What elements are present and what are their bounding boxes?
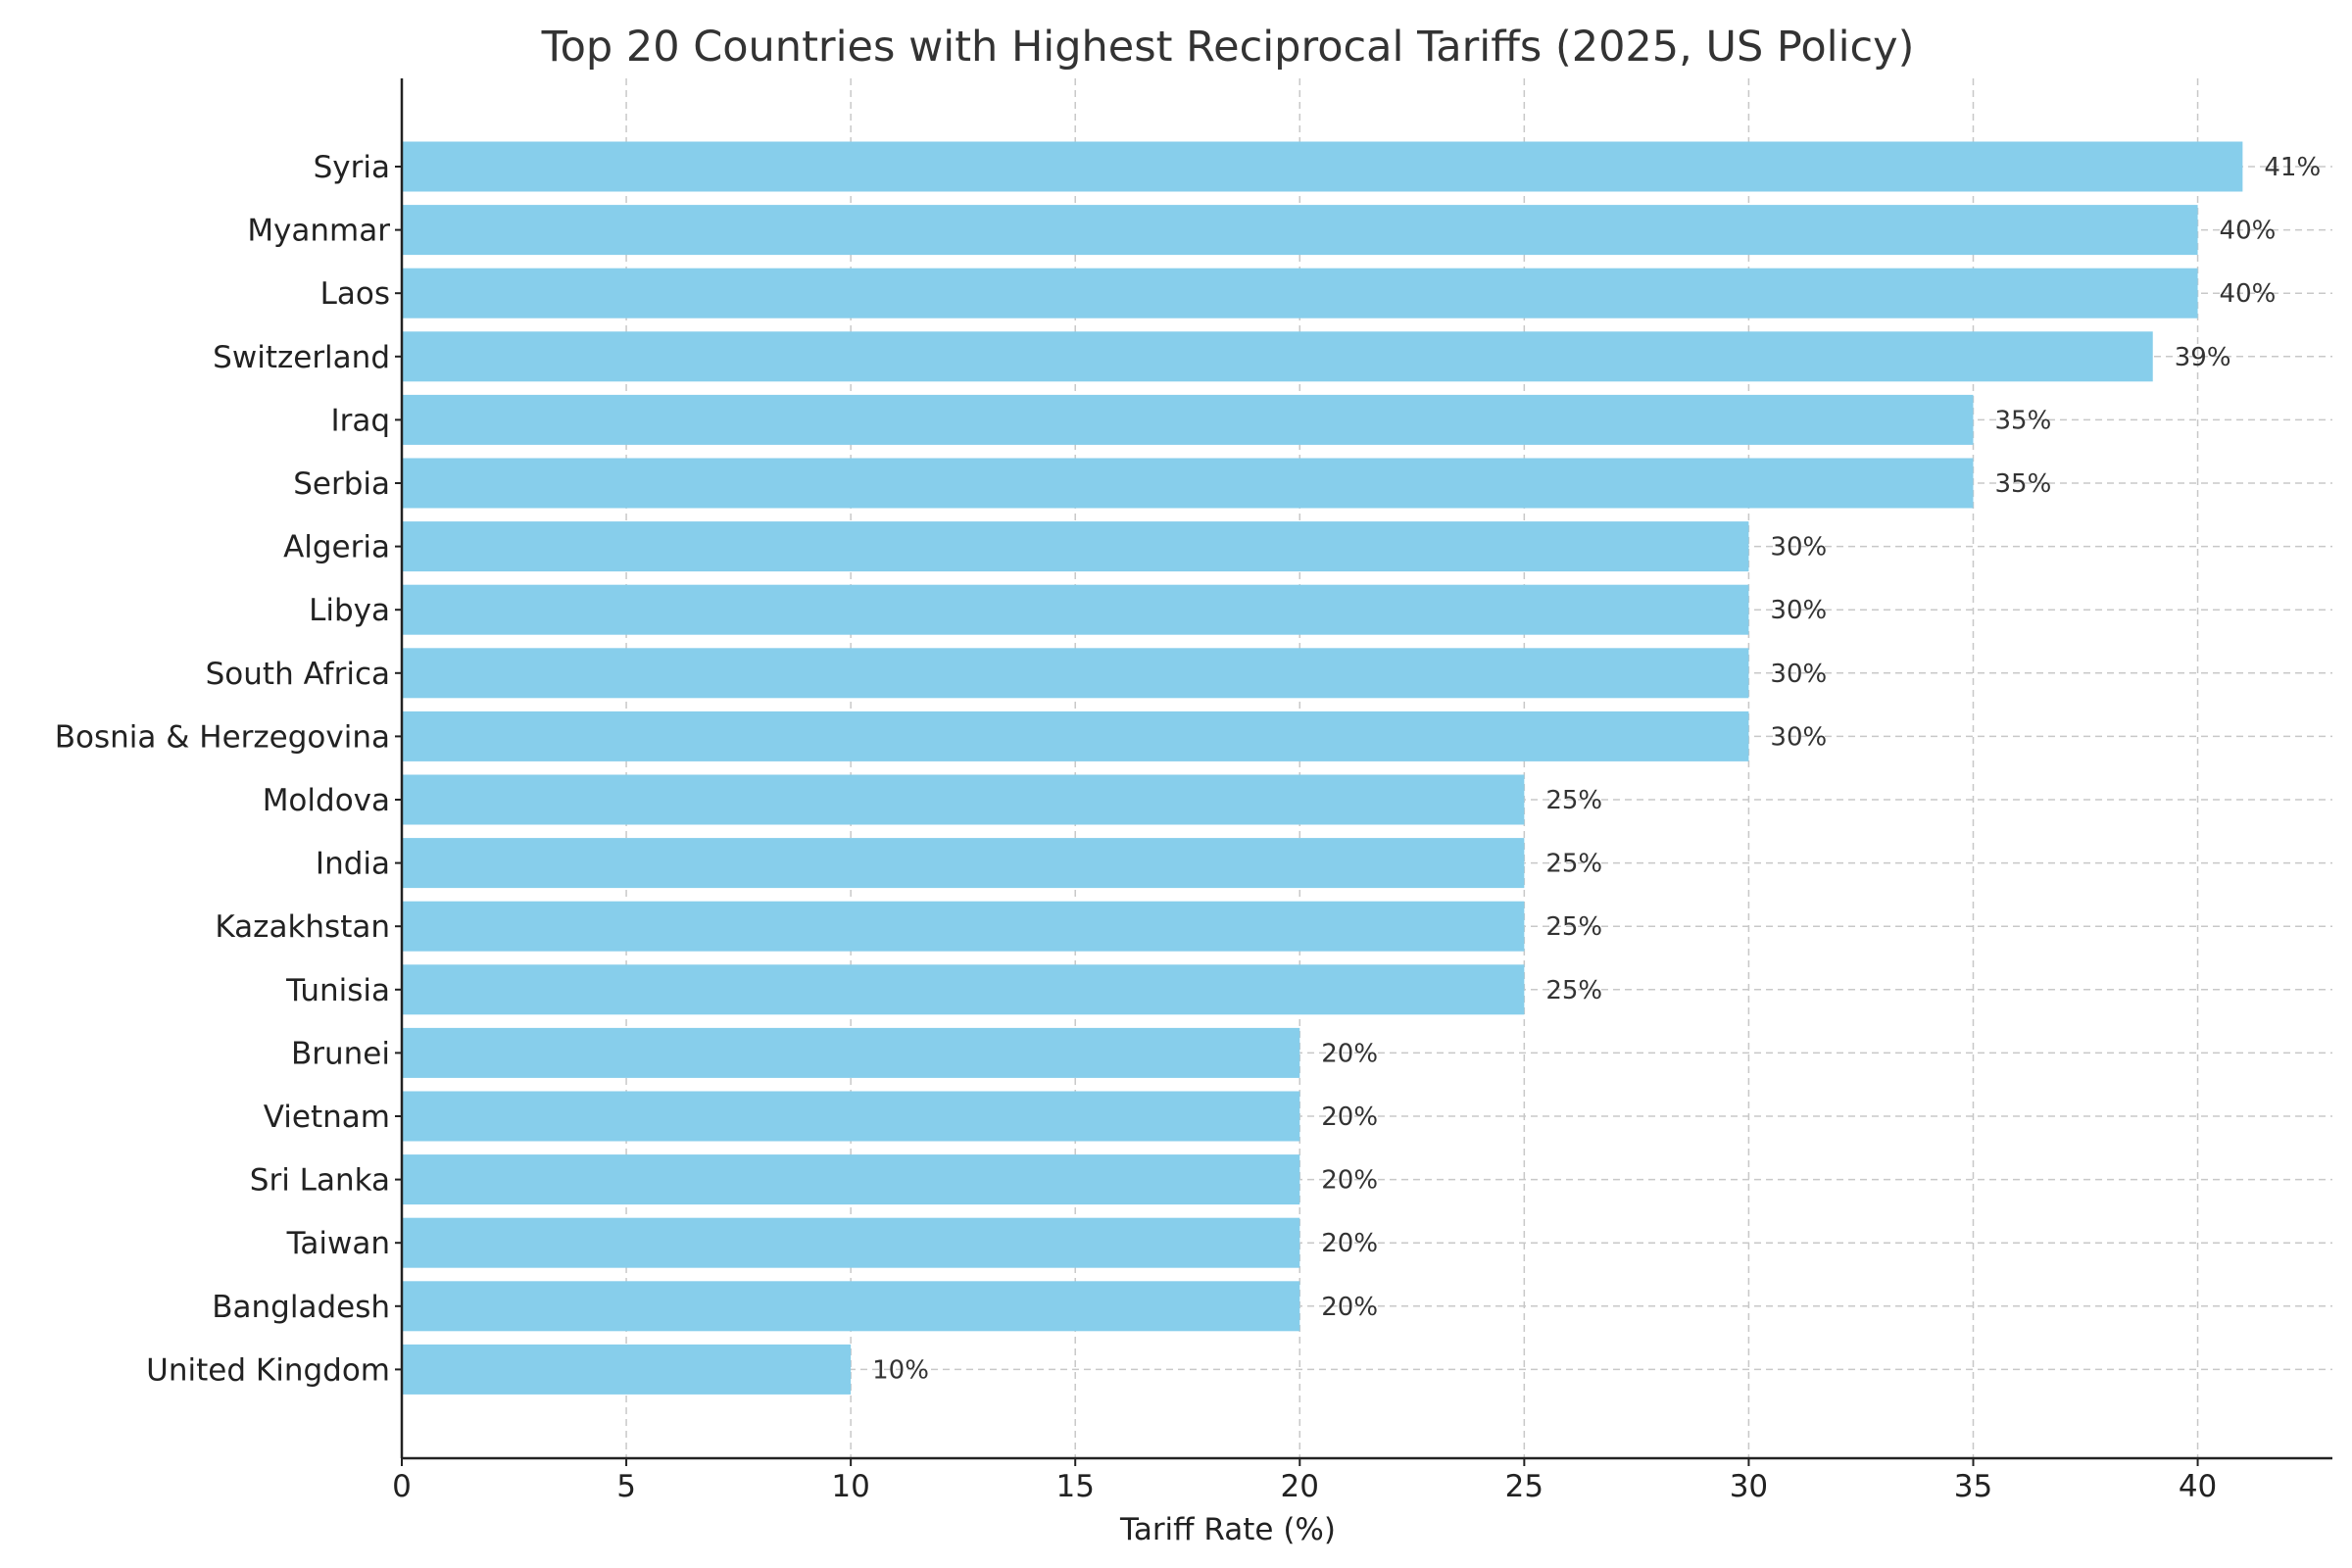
bar — [402, 584, 1749, 635]
value-label: 40% — [2220, 217, 2277, 246]
bars-layer — [402, 141, 2243, 1395]
axes — [400, 78, 2332, 1460]
value-label: 25% — [1545, 786, 1602, 815]
x-tick-label: 20 — [1281, 1469, 1319, 1504]
bar — [402, 458, 1974, 509]
x-axis-ticks: 0 5 10 15 20 25 30 35 40 — [392, 166, 2217, 1504]
category-label: Algeria — [283, 530, 390, 565]
category-label: Bangladesh — [212, 1290, 390, 1325]
x-axis-title: Tariff Rate (%) — [1119, 1512, 1336, 1547]
bar — [402, 774, 1525, 825]
bar — [402, 521, 1749, 572]
x-tick-label: 10 — [831, 1469, 869, 1504]
bar — [402, 1154, 1300, 1205]
value-label: 25% — [1545, 912, 1602, 942]
x-tick-label: 40 — [2179, 1469, 2217, 1504]
x-tick-label: 30 — [1730, 1469, 1768, 1504]
bar — [402, 141, 2243, 192]
x-tick-label: 15 — [1055, 1469, 1094, 1504]
value-label: 30% — [1770, 596, 1827, 625]
bar — [402, 710, 1749, 761]
bar — [402, 331, 2153, 382]
bar — [402, 901, 1525, 952]
chart-title: Top 20 Countries with Highest Reciprocal… — [541, 23, 1915, 72]
bar — [402, 964, 1525, 1015]
category-label: Taiwan — [286, 1226, 390, 1261]
category-label: Kazakhstan — [215, 909, 390, 945]
value-label: 35% — [1994, 406, 2051, 435]
bar — [402, 205, 2198, 256]
category-label: Laos — [320, 276, 390, 312]
category-label: Moldova — [263, 783, 390, 818]
category-label: Tunisia — [285, 973, 390, 1008]
category-label: South Africa — [206, 657, 390, 692]
value-label: 35% — [1994, 469, 2051, 499]
value-label: 20% — [1321, 1229, 1378, 1258]
bar — [402, 1217, 1300, 1268]
value-label: 40% — [2220, 279, 2277, 309]
category-label: Bosnia & Herzegovina — [55, 719, 390, 755]
category-label: Myanmar — [247, 214, 390, 249]
x-tick-label: 25 — [1505, 1469, 1544, 1504]
x-tick-label: 5 — [616, 1469, 636, 1504]
category-label: Syria — [314, 150, 390, 185]
category-label: Vietnam — [264, 1100, 390, 1135]
x-tick-label: 0 — [392, 1469, 412, 1504]
value-label: 20% — [1321, 1293, 1378, 1322]
value-labels: 41% 40% 40% 39% 35% 35% 30% 30% 30% 30% 25% 25% 25% 2… — [872, 153, 2321, 1385]
category-label: India — [316, 847, 390, 882]
value-label: 41% — [2264, 153, 2321, 182]
value-label: 20% — [1321, 1039, 1378, 1068]
category-label: Sri Lanka — [250, 1163, 390, 1199]
value-label: 30% — [1770, 660, 1827, 689]
value-label: 39% — [2175, 343, 2231, 372]
category-labels: Syria Myanmar Laos Switzerland Iraq Serbia Alg… — [55, 150, 390, 1388]
bar — [402, 1281, 1300, 1332]
bar — [402, 1027, 1300, 1078]
category-label: Switzerland — [213, 340, 390, 375]
value-label: 25% — [1545, 850, 1602, 879]
bar — [402, 394, 1974, 445]
value-label: 30% — [1770, 533, 1827, 563]
value-label: 10% — [872, 1355, 929, 1385]
bar — [402, 838, 1525, 889]
value-label: 20% — [1321, 1166, 1378, 1196]
value-label: 30% — [1770, 722, 1827, 752]
x-tick-label: 35 — [1954, 1469, 1992, 1504]
category-label: Iraq — [330, 403, 390, 438]
bar — [402, 648, 1749, 699]
category-label: Serbia — [293, 466, 390, 502]
category-label: United Kingdom — [146, 1352, 390, 1388]
bar — [402, 268, 2198, 318]
category-label: Libya — [309, 593, 390, 628]
bar — [402, 1091, 1300, 1142]
bar — [402, 1344, 852, 1395]
category-label: Brunei — [291, 1036, 390, 1071]
value-label: 25% — [1545, 976, 1602, 1005]
value-label: 20% — [1321, 1102, 1378, 1132]
